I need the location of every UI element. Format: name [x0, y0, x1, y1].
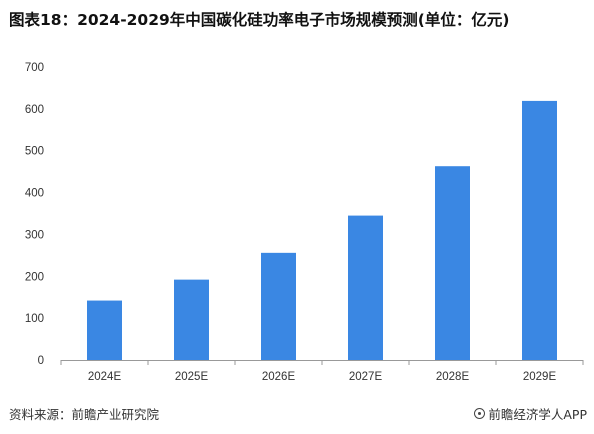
y-tick-label: 200 — [25, 271, 44, 283]
x-axis: 2024E 2025E 2026E 2027E 2028E 2029E — [60, 360, 584, 383]
x-tick-label: 2029E — [523, 371, 557, 383]
y-tick-label: 600 — [25, 104, 44, 116]
y-tick-label: 300 — [25, 229, 44, 241]
bars-group — [87, 100, 557, 360]
bar-2026E — [261, 252, 296, 360]
y-tick-label: 0 — [38, 355, 44, 367]
y-axis: 0 100 200 300 400 500 600 700 — [25, 62, 44, 367]
x-tick-label: 2024E — [88, 371, 122, 383]
x-tick-label: 2025E — [175, 371, 209, 383]
chart-title: 图表18：2024-2029年中国碳化硅功率电子市场规模预测(单位：亿元) — [9, 11, 510, 29]
y-tick-label: 400 — [25, 188, 44, 200]
brand-logo-icon — [474, 408, 486, 419]
bar-2028E — [435, 166, 470, 360]
brand-name: 前瞻经济学人APP — [488, 407, 587, 422]
x-tick-label: 2028E — [436, 371, 470, 383]
brand-credit: 前瞻经济学人APP — [474, 404, 587, 423]
x-tick-label: 2026E — [262, 371, 296, 383]
source-note: 资料来源：前瞻产业研究院 — [9, 407, 160, 422]
bar-2029E — [522, 100, 557, 360]
y-tick-label: 500 — [25, 146, 44, 158]
bar-2027E — [348, 215, 383, 360]
bar-2025E — [174, 279, 209, 360]
y-tick-label: 700 — [25, 62, 44, 74]
x-tick-label: 2027E — [349, 371, 383, 383]
bar-2024E — [87, 300, 122, 360]
y-tick-label: 100 — [25, 313, 44, 325]
